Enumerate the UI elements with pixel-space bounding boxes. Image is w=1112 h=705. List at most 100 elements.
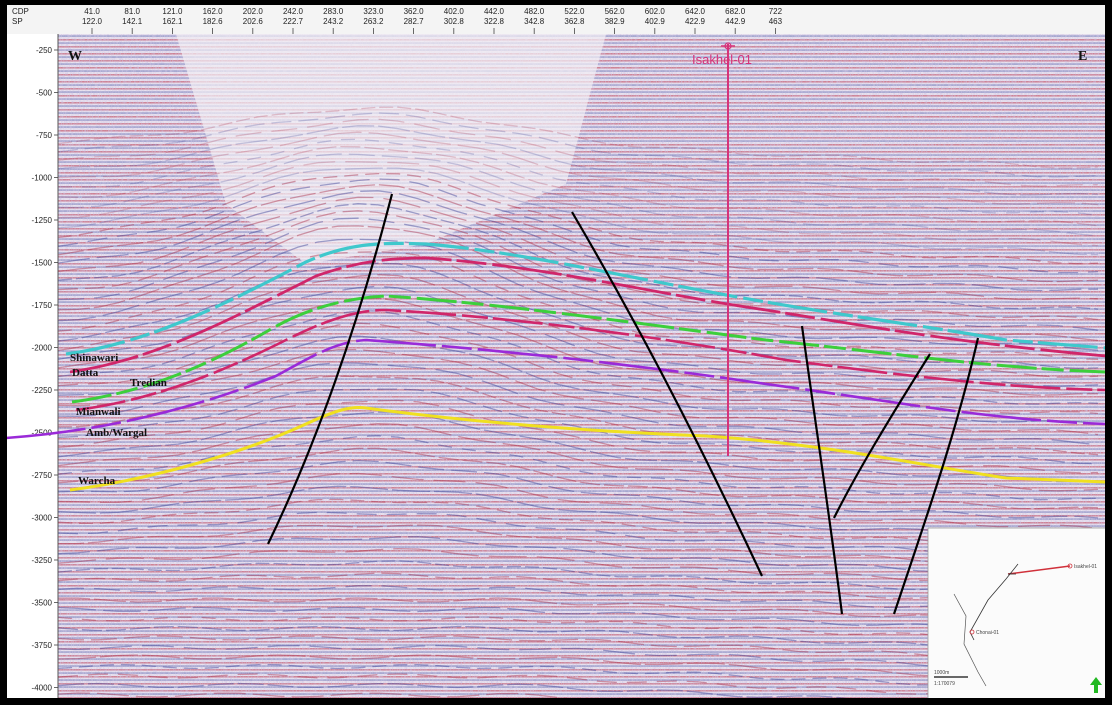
reflector-line bbox=[57, 459, 1099, 519]
reflector-line bbox=[57, 335, 1099, 425]
west-label: W bbox=[68, 49, 82, 64]
reflector-line bbox=[57, 210, 1099, 321]
label-mianwali: Mianwali bbox=[76, 406, 121, 418]
reflector-line bbox=[57, 447, 1099, 510]
well-isakhel: Isakhel-01 bbox=[692, 42, 752, 456]
time-tick-label: -2500 bbox=[32, 429, 53, 438]
sp-value: 142.1 bbox=[122, 17, 143, 26]
horizon-amb-wargal bbox=[6, 338, 1106, 440]
reflector-line bbox=[57, 203, 1099, 310]
reflector-line bbox=[57, 322, 1099, 415]
time-tick-label: -3250 bbox=[32, 556, 53, 565]
cdp-value: 602.0 bbox=[645, 7, 666, 16]
horizon-tredian bbox=[71, 294, 1106, 404]
reflector-line bbox=[57, 145, 1099, 227]
time-tick-label: -500 bbox=[36, 89, 53, 98]
sp-value: 382.9 bbox=[605, 17, 626, 26]
sp-value: 362.8 bbox=[564, 17, 585, 26]
reflector-line bbox=[57, 348, 1099, 436]
reflector-line bbox=[57, 399, 1099, 474]
sp-value: 342.8 bbox=[524, 17, 545, 26]
reflector-line bbox=[57, 362, 1099, 446]
reflector-line bbox=[57, 644, 1099, 674]
reflector-line bbox=[57, 411, 1099, 483]
horizon-shinawari bbox=[65, 241, 1106, 356]
sp-value: 422.9 bbox=[685, 17, 706, 26]
fault-2 bbox=[571, 211, 763, 577]
label-tredian: Tredian bbox=[130, 377, 167, 389]
reflector-line bbox=[57, 274, 1099, 378]
reflector-line bbox=[58, 138, 1099, 216]
reflector-line bbox=[57, 184, 1099, 283]
reflector-line bbox=[57, 673, 1099, 699]
time-tick-label: -4000 bbox=[32, 684, 53, 693]
sp-label: SP bbox=[12, 17, 23, 26]
sp-value: 463 bbox=[769, 17, 783, 26]
reflector-line bbox=[57, 153, 1099, 237]
sp-value: 263.2 bbox=[363, 17, 384, 26]
reflector-line bbox=[57, 238, 1099, 351]
cdp-value: 202.0 bbox=[243, 7, 264, 16]
reflector-line bbox=[57, 692, 667, 699]
inset-isakhel-label: Isakhel-01 bbox=[1074, 564, 1097, 570]
reflector-line bbox=[57, 498, 1099, 550]
reflector-line bbox=[57, 485, 1099, 540]
fault-5 bbox=[892, 337, 980, 615]
label-warcha: Warcha bbox=[78, 475, 116, 487]
sp-value: 282.7 bbox=[404, 17, 425, 26]
reflector-line bbox=[57, 131, 1099, 206]
time-tick-label: -2250 bbox=[32, 386, 53, 395]
reflector-line bbox=[58, 597, 1099, 623]
reflector-line bbox=[57, 423, 1099, 492]
reflector-line bbox=[57, 511, 1099, 560]
cdp-value: 162.0 bbox=[203, 7, 224, 16]
north-arrow-icon bbox=[1090, 677, 1102, 693]
reflector-line bbox=[58, 524, 1099, 570]
sp-value: 182.6 bbox=[203, 17, 224, 26]
cdp-value: 81.0 bbox=[124, 7, 140, 16]
time-tick-label: -250 bbox=[36, 46, 53, 55]
cdp-value: 562.0 bbox=[605, 7, 626, 16]
cdp-value: 323.0 bbox=[363, 7, 384, 16]
reflector-line bbox=[57, 584, 1099, 614]
inset-scale-ratio: 1:170079 bbox=[934, 681, 955, 687]
reflector-line bbox=[57, 536, 1099, 578]
horizon-datta bbox=[69, 256, 1106, 374]
time-tick-label: -3000 bbox=[32, 514, 53, 523]
time-tick-label: -1750 bbox=[32, 301, 53, 310]
sp-value: 243.2 bbox=[323, 17, 344, 26]
sp-value: 222.7 bbox=[283, 17, 304, 26]
sp-value: 402.9 bbox=[645, 17, 666, 26]
cdp-value: 442.0 bbox=[484, 7, 505, 16]
reflector-line bbox=[57, 297, 1099, 396]
reflector-line bbox=[57, 663, 1099, 692]
sp-value: 302.8 bbox=[444, 17, 465, 26]
reflector-line bbox=[57, 560, 1099, 596]
inset-isakhel-line bbox=[1007, 565, 1071, 575]
cdp-value: 402.0 bbox=[444, 7, 465, 16]
label-shinawari: Shinawari bbox=[70, 352, 118, 364]
reflector-line bbox=[57, 251, 1099, 360]
time-tick-label: -750 bbox=[36, 131, 53, 140]
sp-value: 442.9 bbox=[725, 17, 746, 26]
reflector-line bbox=[57, 196, 1099, 301]
location-map-inset: Isakhel-01 Chonai-01 1000m 1:170079 bbox=[927, 527, 1106, 699]
reflector-line bbox=[57, 118, 1098, 187]
reflector-line bbox=[57, 388, 1099, 465]
cdp-value: 41.0 bbox=[84, 7, 100, 16]
inset-road bbox=[969, 563, 1019, 641]
reflector-line bbox=[57, 654, 1099, 683]
reflector-line bbox=[57, 112, 1099, 178]
time-tick-label: -3750 bbox=[32, 641, 53, 650]
background-reflectors bbox=[57, 106, 1099, 699]
reflector-line bbox=[57, 625, 1099, 655]
label-amb-wargal: Amb/Wargal bbox=[86, 427, 147, 439]
cdp-value: 283.0 bbox=[323, 7, 344, 16]
inset-isakhel-well bbox=[1067, 563, 1073, 569]
reflector-line bbox=[57, 472, 1099, 530]
fault-4 bbox=[833, 353, 931, 519]
cdp-value: 682.0 bbox=[725, 7, 746, 16]
reflector-line bbox=[57, 616, 1099, 644]
